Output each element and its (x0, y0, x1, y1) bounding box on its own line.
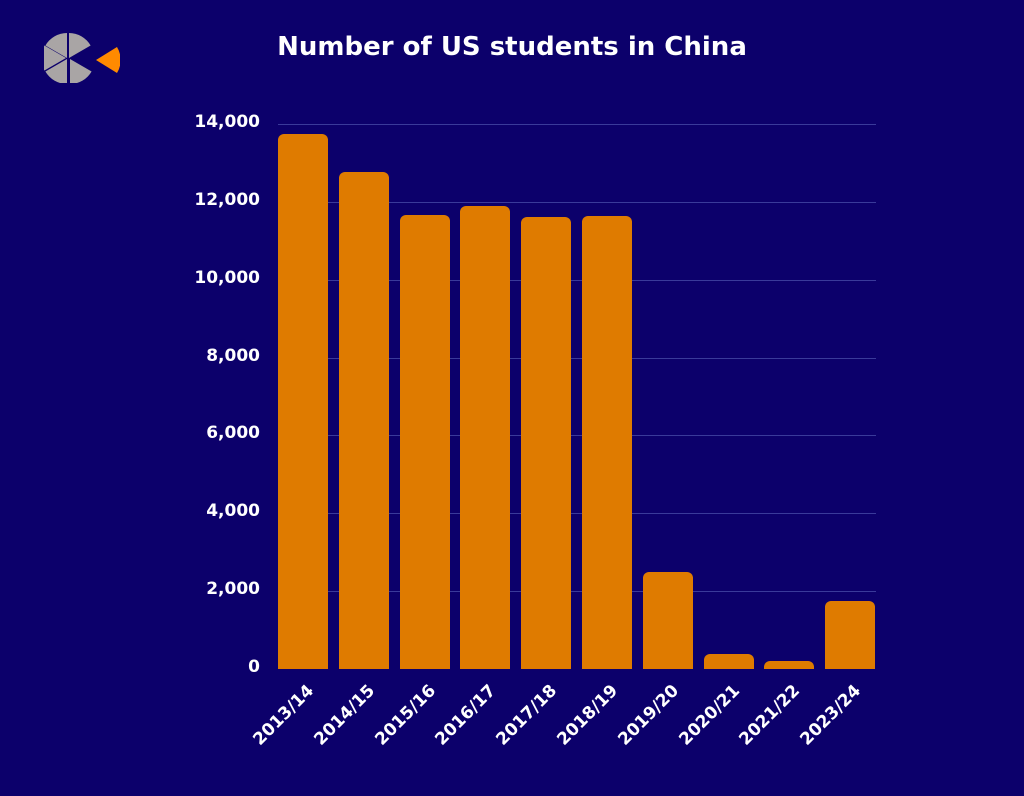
y-tick-label: 10,000 (194, 267, 260, 288)
bar (764, 660, 815, 669)
y-tick-label: 14,000 (194, 112, 260, 132)
y-tick-label: 12,000 (194, 189, 260, 210)
y-tick-label: 6,000 (206, 423, 260, 444)
bar (825, 600, 876, 669)
bar (521, 217, 572, 669)
gridline (278, 513, 876, 515)
pie-segments-logo-icon (44, 33, 120, 83)
y-tick-label: 2,000 (206, 579, 260, 600)
gridline (278, 591, 876, 593)
y-tick-label: 0 (248, 657, 260, 677)
gridline (278, 279, 876, 281)
gridline (278, 124, 876, 125)
bar (703, 654, 754, 669)
bar (278, 134, 328, 669)
y-tick-label: 4,000 (206, 501, 260, 522)
gridline (278, 201, 876, 203)
gridline (278, 435, 876, 437)
bar (582, 215, 632, 669)
bar (460, 205, 511, 669)
y-tick-label: 8,000 (206, 345, 260, 366)
chart-title: Number of US students in China (277, 32, 747, 62)
gridline (278, 357, 876, 359)
bar (399, 214, 450, 669)
bar (338, 171, 389, 669)
bar (642, 572, 693, 669)
